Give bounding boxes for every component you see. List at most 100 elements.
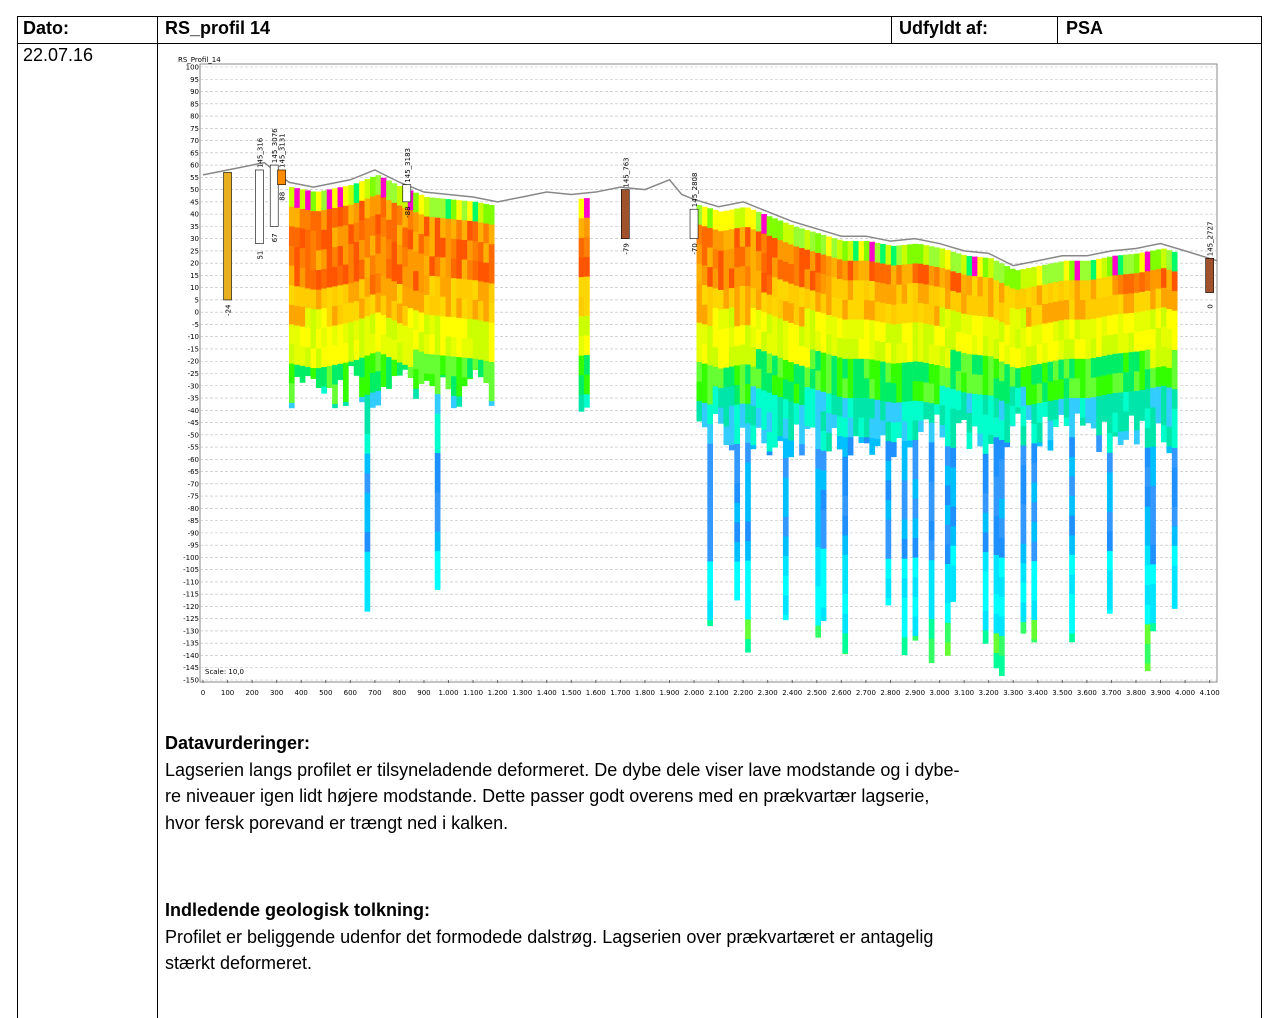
section-cell — [369, 216, 376, 237]
section-cell — [831, 316, 838, 337]
x-tick-label: 3.700 — [1101, 689, 1121, 697]
section-cell — [809, 408, 816, 428]
section-cell — [804, 386, 811, 408]
section-cell — [842, 594, 849, 615]
section-cell — [369, 373, 376, 394]
section-cell — [1042, 382, 1048, 403]
section-cell — [734, 542, 741, 563]
section-cell — [917, 342, 924, 363]
section-cell — [364, 473, 371, 494]
section-cell — [799, 326, 805, 347]
section-cell — [869, 281, 876, 302]
section-cell — [326, 248, 333, 269]
y-tick-label: -65 — [188, 468, 199, 476]
section-cell — [836, 377, 843, 398]
section-cell — [391, 183, 398, 204]
section-cell — [1155, 269, 1162, 290]
section-cell — [423, 216, 430, 237]
section-cell — [1063, 260, 1070, 281]
section-cell — [707, 502, 714, 523]
section-cell — [944, 250, 951, 271]
section-cell — [380, 217, 387, 238]
section-cell — [971, 256, 978, 277]
section-cell — [815, 449, 822, 470]
section-cell — [1112, 412, 1119, 433]
section-cell — [944, 485, 951, 506]
section-cell — [353, 281, 360, 302]
section-cell — [955, 351, 962, 372]
section-cell — [332, 188, 338, 209]
section-cell — [310, 348, 317, 369]
section-cell — [982, 571, 989, 592]
section-cell — [299, 287, 306, 308]
section-cell — [950, 251, 957, 272]
section-cell — [950, 330, 957, 351]
y-tick-label: 25 — [190, 247, 199, 255]
section-cell — [369, 294, 376, 315]
y-tick-label: -140 — [183, 652, 199, 660]
y-tick-label: -130 — [183, 627, 199, 635]
section-cell — [1166, 250, 1173, 271]
section-cell — [966, 393, 973, 414]
section-cell — [885, 362, 892, 383]
section-cell — [467, 299, 473, 320]
y-tick-label: -70 — [188, 480, 199, 488]
section-cell — [1144, 408, 1151, 429]
section-cell — [326, 209, 333, 230]
section-cell — [288, 265, 295, 286]
section-cell — [418, 292, 425, 313]
section-cell — [1144, 624, 1151, 645]
section-cell — [842, 633, 849, 654]
section-cell — [842, 574, 849, 595]
section-cell — [847, 358, 854, 379]
section-cell — [1166, 348, 1173, 369]
section-cell — [1166, 309, 1173, 330]
section-cell — [364, 512, 371, 533]
section-cell — [461, 357, 468, 378]
section-cell — [1069, 613, 1075, 634]
section-cell — [326, 346, 333, 367]
section-cell — [728, 327, 735, 348]
section-cell — [445, 277, 452, 298]
section-cell — [734, 306, 741, 327]
section-cell — [863, 437, 870, 444]
section-cell — [332, 364, 338, 385]
section-cell — [993, 417, 1000, 438]
section-cell — [696, 224, 703, 245]
section-cell — [836, 435, 843, 450]
section-cell — [874, 439, 881, 447]
section-cell — [944, 387, 951, 408]
section-cell — [885, 500, 892, 521]
section-cell — [321, 308, 328, 329]
section-cell — [777, 259, 784, 280]
section-cell — [826, 393, 832, 414]
section-cell — [1150, 446, 1156, 467]
section-cell — [1166, 387, 1173, 408]
section-cell — [332, 384, 338, 405]
section-cell — [950, 369, 957, 390]
section-cell — [1166, 426, 1173, 447]
y-tick-label: -5 — [192, 321, 199, 329]
section-cell — [896, 304, 903, 325]
y-tick-label: 40 — [190, 211, 199, 219]
section-cell — [1171, 291, 1178, 312]
y-tick-label: -75 — [188, 493, 199, 501]
section-cell — [998, 498, 1005, 519]
section-cell — [434, 237, 441, 258]
section-cell — [445, 356, 452, 377]
section-cell — [477, 281, 484, 302]
section-cell — [467, 358, 473, 379]
section-cell — [944, 524, 951, 545]
x-tick-label: 2.500 — [807, 689, 827, 697]
section-cell — [712, 366, 719, 387]
section-cell — [1052, 341, 1059, 362]
section-cell — [869, 300, 876, 321]
borehole-label: 145_763 — [622, 157, 630, 187]
section-cell — [998, 577, 1005, 598]
section-cell — [928, 481, 935, 502]
section-cell — [1042, 402, 1048, 417]
section-cell — [750, 366, 757, 387]
section-cell — [750, 347, 757, 368]
section-cell — [939, 248, 946, 269]
section-cell — [761, 312, 768, 333]
